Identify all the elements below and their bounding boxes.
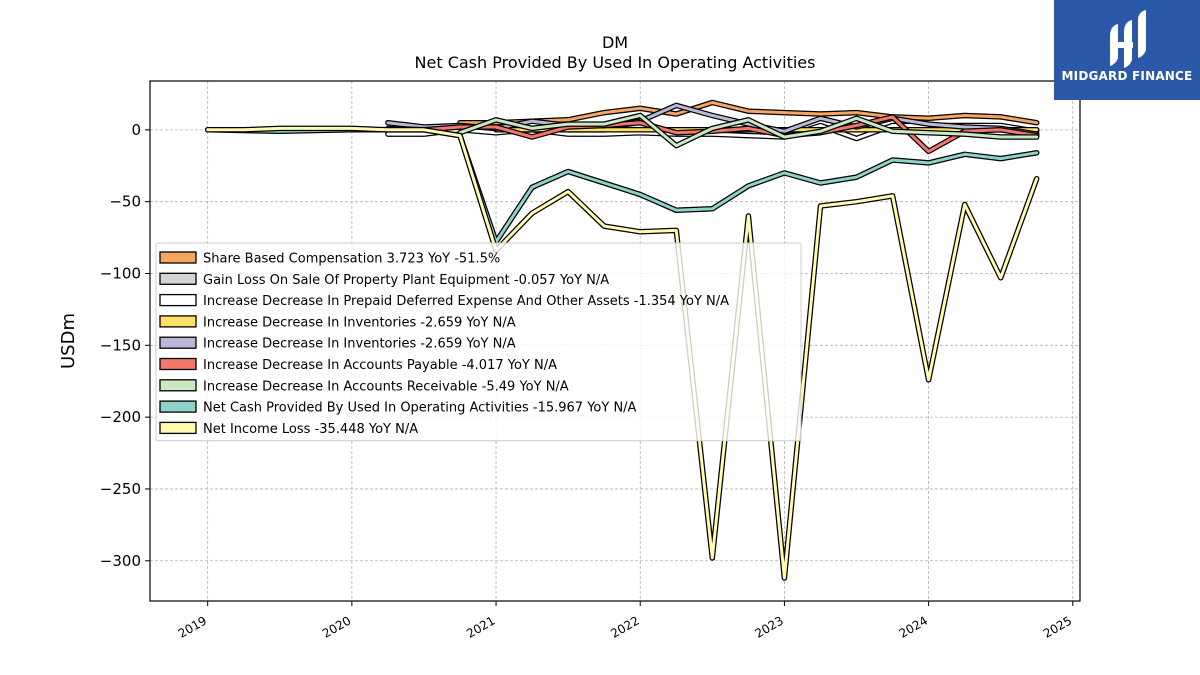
series-path [458, 114, 1039, 148]
chart-subtitle: Net Cash Provided By Used In Operating A… [415, 53, 816, 72]
x-tick-label: 2022 [608, 613, 641, 640]
x-tick-label: 2024 [897, 613, 930, 640]
y-axis-label: USDm [58, 313, 79, 369]
series-line [204, 125, 1040, 581]
legend-swatch [159, 336, 197, 349]
series-path [458, 101, 1039, 125]
plot-frame [149, 80, 1081, 602]
legend: Share Based Compensation 3.723 YoY -51.5… [155, 242, 802, 442]
brand-name: MIDGARD FINANCE [1061, 69, 1193, 83]
legend-swatch [159, 315, 197, 328]
legend-swatch [159, 293, 197, 307]
legend-box [155, 242, 802, 442]
y-tick-label: −300 [100, 552, 141, 570]
legend-entry: Net Income Loss -35.448 YoY N/A [203, 422, 418, 437]
y-tick-label: 0 [131, 121, 141, 139]
legend-entry: Share Based Compensation 3.723 YoY -51.5… [203, 252, 500, 267]
y-tick-label: −150 [100, 336, 141, 354]
x-tick-label: 2020 [320, 613, 353, 640]
legend-swatch [159, 251, 197, 264]
legend-swatch [159, 272, 197, 285]
legend-swatch [159, 421, 197, 435]
legend-entry: Net Cash Provided By Used In Operating A… [203, 401, 637, 416]
y-tick-label: −100 [100, 264, 141, 282]
legend-swatch [159, 379, 197, 392]
legend-entry: Gain Loss On Sale Of Property Plant Equi… [203, 273, 609, 288]
x-tick-label: 2019 [176, 613, 209, 640]
x-tick-label: 2023 [752, 613, 785, 640]
series-outline [204, 127, 1040, 245]
legend-swatch [159, 357, 197, 371]
series-line [204, 127, 1040, 245]
chart-title: DM [602, 33, 628, 52]
y-tick-label: −250 [100, 480, 141, 498]
legend-entry: Increase Decrease In Inventories -2.659 … [203, 315, 516, 330]
x-tick-label: 2021 [464, 613, 497, 640]
legend-swatch [159, 400, 197, 413]
series-path [206, 128, 1039, 244]
series-path [206, 126, 1039, 580]
brand-logo: MIDGARD FINANCE [1054, 0, 1200, 100]
series-line [457, 112, 1040, 149]
legend-entry: Increase Decrease In Prepaid Deferred Ex… [203, 294, 729, 309]
y-tick-label: −200 [100, 408, 141, 426]
series-layer [204, 99, 1040, 581]
legend-entry: Increase Decrease In Accounts Payable -4… [203, 358, 557, 373]
series-line [457, 99, 1040, 126]
y-tick-label: −50 [109, 193, 141, 211]
x-tick-label: 2025 [1041, 613, 1074, 640]
logo-mark-icon [1110, 10, 1146, 68]
legend-entry: Increase Decrease In Accounts Receivable… [203, 379, 569, 394]
legend-entry: Increase Decrease In Inventories -2.659 … [203, 337, 516, 352]
